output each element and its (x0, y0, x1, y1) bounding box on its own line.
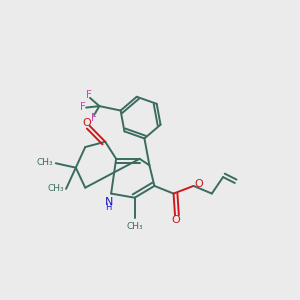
Text: O: O (194, 179, 203, 190)
Text: N: N (105, 197, 113, 207)
Text: F: F (91, 113, 96, 124)
Text: CH₃: CH₃ (37, 158, 53, 167)
Text: CH₃: CH₃ (47, 184, 64, 193)
Text: CH₃: CH₃ (127, 222, 144, 231)
Text: O: O (171, 215, 180, 225)
Text: H: H (106, 202, 112, 211)
Text: F: F (85, 90, 91, 100)
Text: F: F (80, 102, 86, 112)
Text: O: O (82, 118, 91, 128)
